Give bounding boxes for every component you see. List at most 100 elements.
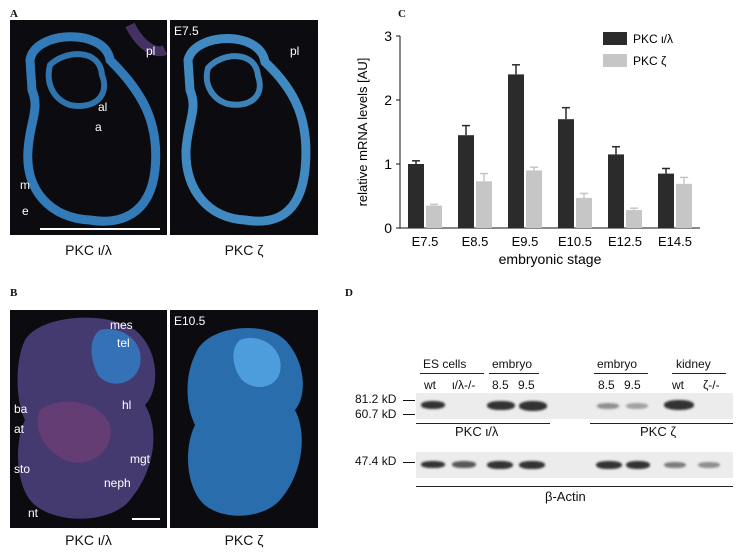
label-a: a bbox=[95, 120, 102, 134]
bar bbox=[608, 154, 624, 228]
lane-label: 9.5 bbox=[624, 378, 641, 392]
blot-band bbox=[597, 403, 619, 409]
y-tick-label: 2 bbox=[384, 92, 392, 108]
underline-pkc-il bbox=[416, 423, 550, 424]
label-neph: neph bbox=[104, 476, 131, 490]
label-mgt: mgt bbox=[130, 452, 151, 466]
blot-band bbox=[421, 461, 445, 468]
legend-entry: PKC ζ bbox=[633, 54, 667, 68]
bar bbox=[408, 164, 424, 228]
x-tick-label: E14.5 bbox=[658, 234, 692, 249]
panel-b-caption-pkc-z: PKC ζ bbox=[224, 532, 264, 548]
scale-bar bbox=[132, 518, 160, 520]
x-axis-label: embryonic stage bbox=[499, 251, 602, 267]
bar bbox=[676, 183, 692, 228]
group-underline bbox=[420, 373, 484, 374]
scale-bar bbox=[40, 228, 160, 230]
lane-label: ζ-/- bbox=[703, 378, 720, 392]
group-underline bbox=[672, 373, 726, 374]
blot-band bbox=[421, 401, 445, 409]
blot-band bbox=[519, 461, 545, 469]
label-m: m bbox=[20, 178, 30, 192]
stage-label-e7-5: E7.5 bbox=[174, 24, 199, 38]
bar bbox=[526, 170, 542, 228]
y-tick-label: 0 bbox=[384, 220, 392, 236]
embryo-e7-5-pkc-il-image bbox=[23, 22, 167, 226]
lane-label: 9.5 bbox=[518, 378, 535, 392]
group-embryo-1: embryo bbox=[492, 357, 533, 371]
marker-60-7: 60.7 kD bbox=[355, 407, 397, 421]
label-pkc-z: PKC ζ bbox=[640, 424, 677, 439]
panel-a-caption-pkc-z: PKC ζ bbox=[224, 242, 264, 258]
mrna-bar-chart: 0 1 2 3 E7.5 E8.5 E9.5 E10.5 E12.5 E14.5 embryonic… bbox=[355, 28, 700, 267]
y-axis-label: relative mRNA levels [AU] bbox=[355, 58, 370, 207]
label-at: at bbox=[14, 422, 25, 436]
marker-tick bbox=[403, 462, 415, 463]
blot-band bbox=[626, 403, 648, 409]
legend-swatch bbox=[603, 54, 627, 67]
bar bbox=[626, 210, 642, 228]
x-tick-label: E7.5 bbox=[412, 234, 439, 249]
x-tick-label: E10.5 bbox=[558, 234, 592, 249]
embryo-e10-5-pkc-z-image bbox=[187, 328, 303, 516]
legend-swatch bbox=[603, 32, 627, 45]
marker-tick bbox=[403, 414, 415, 415]
panel-c-letter: C bbox=[398, 8, 406, 20]
label-pkc-il: PKC ι/λ bbox=[455, 424, 499, 439]
y-tick-label: 3 bbox=[384, 28, 392, 44]
lane-label: ι/λ-/- bbox=[452, 378, 476, 392]
panel-b-caption-pkc-il: PKC ι/λ bbox=[65, 532, 112, 548]
group-underline bbox=[594, 373, 648, 374]
lane-label: wt bbox=[424, 378, 436, 392]
label-pl-right: pl bbox=[290, 44, 300, 58]
label-tel: tel bbox=[117, 336, 130, 350]
label-sto: sto bbox=[14, 462, 31, 476]
panel-b-left-micrograph: mes tel hl ba at mgt sto neph nt bbox=[10, 310, 167, 528]
blot-band bbox=[664, 462, 686, 468]
panel-a-caption-pkc-il: PKC ι/λ bbox=[65, 242, 112, 258]
blot-band bbox=[626, 461, 650, 469]
lane-label: 8.5 bbox=[598, 378, 615, 392]
group-underline bbox=[489, 373, 539, 374]
label-pl-left: pl bbox=[146, 44, 156, 58]
blot-band bbox=[664, 400, 694, 410]
underline-pkc-z bbox=[590, 423, 733, 424]
lane-label: wt bbox=[672, 378, 684, 392]
panel-a-right-micrograph: E7.5 pl bbox=[170, 20, 318, 235]
blot-band bbox=[519, 401, 547, 411]
group-kidney: kidney bbox=[676, 357, 711, 371]
label-ba: ba bbox=[14, 402, 28, 416]
blot-band bbox=[596, 461, 622, 469]
marker-tick bbox=[403, 400, 415, 401]
group-es-cells: ES cells bbox=[423, 357, 467, 371]
embryo-e7-5-pkc-z-image bbox=[181, 34, 311, 226]
label-e: e bbox=[22, 204, 29, 218]
marker-47-4: 47.4 kD bbox=[355, 454, 397, 468]
panel-d-letter: D bbox=[345, 287, 353, 299]
label-al: al bbox=[98, 100, 108, 114]
label-hl: hl bbox=[122, 398, 132, 412]
blot-band bbox=[452, 461, 476, 468]
blot-band bbox=[487, 461, 513, 469]
bar bbox=[576, 197, 592, 228]
x-tick-label: E9.5 bbox=[512, 234, 539, 249]
bar bbox=[508, 74, 524, 229]
panel-a-left-micrograph: pl al a m e bbox=[10, 20, 167, 235]
stage-label-e10-5: E10.5 bbox=[174, 314, 206, 328]
bar bbox=[426, 205, 442, 228]
group-embryo-2: embryo bbox=[597, 357, 638, 371]
lane-label: 8.5 bbox=[492, 378, 509, 392]
panel-b-right-micrograph: E10.5 bbox=[170, 310, 318, 528]
label-mes: mes bbox=[110, 318, 133, 332]
panel-b-letter: B bbox=[10, 287, 18, 299]
blot-band bbox=[698, 462, 720, 468]
bar bbox=[658, 173, 674, 228]
label-actin: β-Actin bbox=[545, 489, 586, 504]
marker-81-2: 81.2 kD bbox=[355, 392, 397, 406]
bar bbox=[476, 181, 492, 228]
y-tick-label: 1 bbox=[384, 156, 392, 172]
panel-a-letter: A bbox=[10, 8, 18, 20]
legend-entry: PKC ι/λ bbox=[633, 32, 673, 46]
label-nt: nt bbox=[28, 506, 39, 520]
x-tick-label: E12.5 bbox=[608, 234, 642, 249]
